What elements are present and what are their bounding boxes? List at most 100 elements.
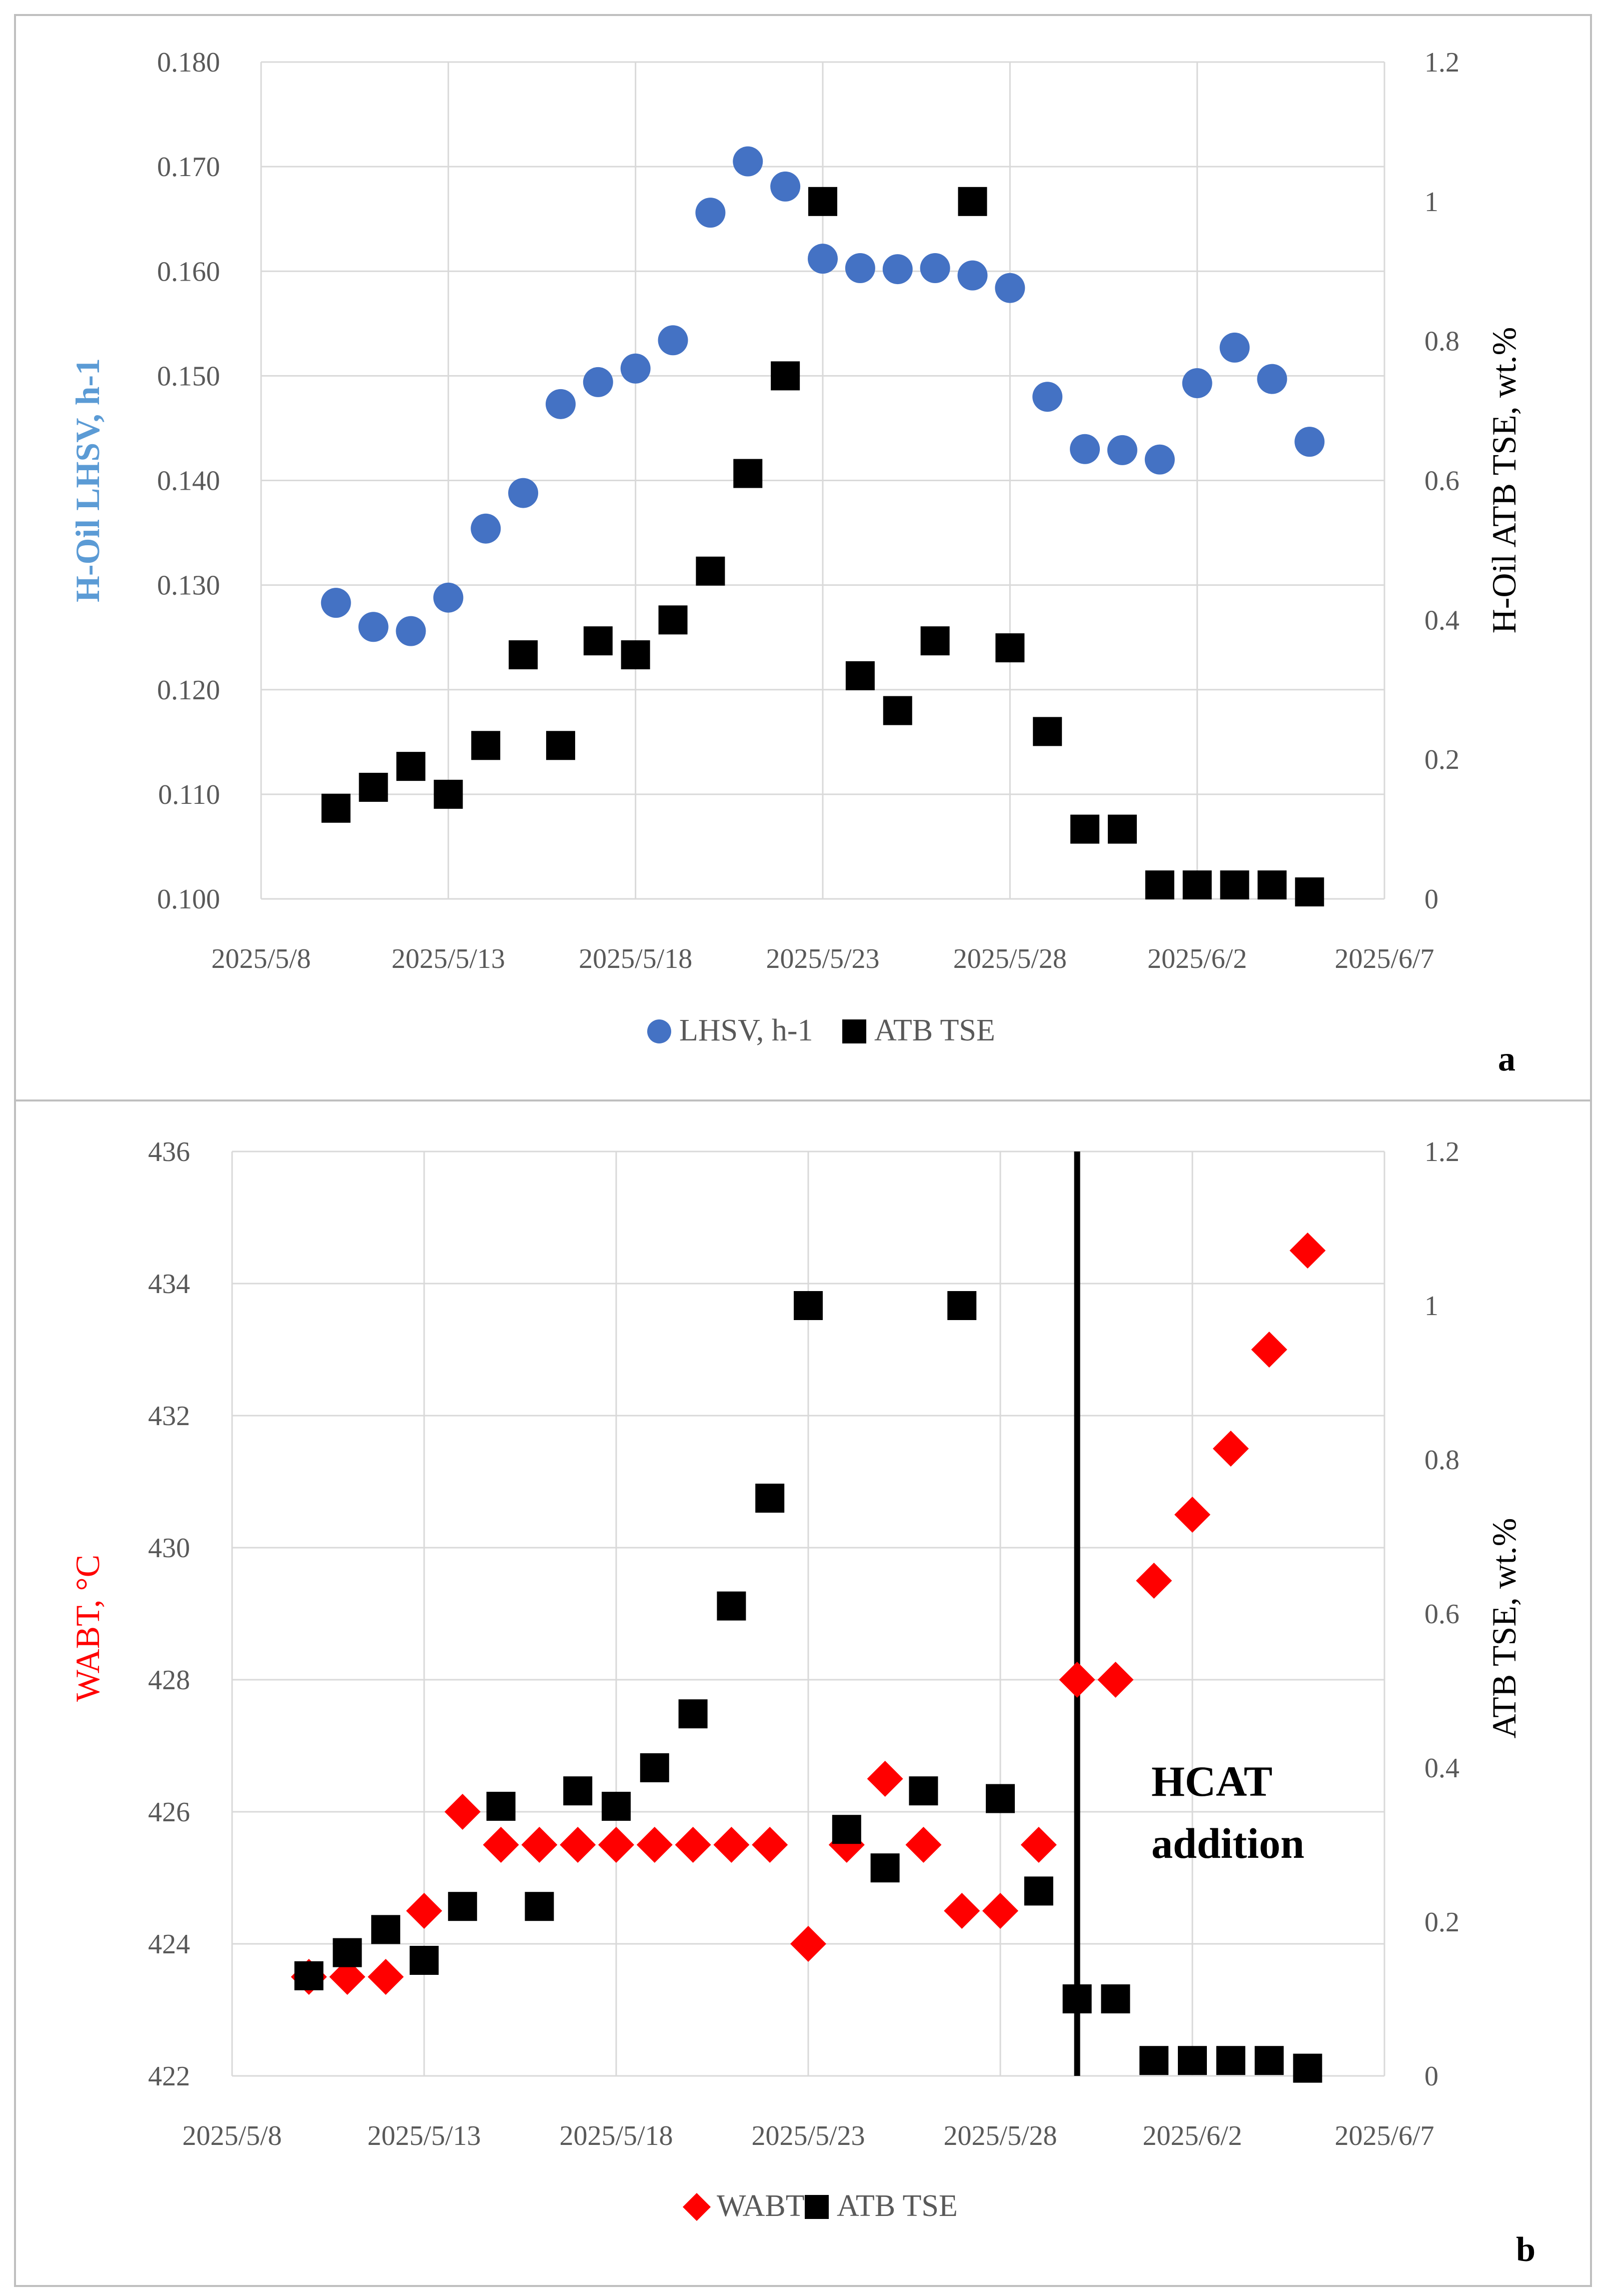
data-point bbox=[483, 1827, 519, 1863]
data-point bbox=[755, 1484, 785, 1513]
data-point bbox=[1178, 2046, 1207, 2075]
y-left-tick-label: 428 bbox=[148, 1665, 190, 1696]
x-tick-label: 2025/5/13 bbox=[367, 2120, 481, 2151]
series-lhsv-h-1 bbox=[321, 146, 1325, 646]
data-point bbox=[583, 626, 613, 656]
series-atb-tse bbox=[294, 1291, 1322, 2083]
data-point bbox=[1107, 435, 1137, 465]
data-point bbox=[333, 1938, 362, 1967]
data-point bbox=[944, 1893, 980, 1929]
data-point bbox=[486, 1792, 516, 1821]
data-point bbox=[1136, 1563, 1172, 1599]
data-point bbox=[371, 1915, 401, 1944]
y-right-tick-label: 0.6 bbox=[1424, 466, 1459, 497]
legend-marker bbox=[805, 2195, 829, 2219]
legend-label: LHSV, h-1 bbox=[679, 1013, 813, 1047]
data-point bbox=[882, 254, 913, 285]
data-point bbox=[406, 1893, 442, 1929]
data-point bbox=[1139, 2046, 1169, 2075]
y-left-tick-label: 424 bbox=[148, 1929, 190, 1960]
data-point bbox=[1174, 1497, 1210, 1533]
data-point bbox=[1107, 814, 1137, 844]
data-point bbox=[1293, 2053, 1322, 2083]
data-point bbox=[560, 1827, 596, 1863]
data-point bbox=[640, 1753, 669, 1782]
x-tick-label: 2025/5/13 bbox=[392, 943, 505, 974]
y-left-tick-label: 0.160 bbox=[157, 256, 220, 287]
legend-label: ATB TSE bbox=[874, 1013, 995, 1047]
y-left-tick-label: 430 bbox=[148, 1533, 190, 1564]
legend-marker bbox=[842, 1019, 866, 1043]
data-point bbox=[448, 1892, 477, 1921]
data-point bbox=[905, 1827, 942, 1863]
series-atb-tse bbox=[321, 187, 1324, 907]
panel-frame-b bbox=[14, 1099, 1592, 2287]
data-point bbox=[545, 389, 576, 419]
legend-label: ATB TSE bbox=[837, 2189, 958, 2223]
data-point bbox=[1294, 427, 1325, 457]
data-point bbox=[675, 1827, 711, 1863]
data-point bbox=[870, 1853, 900, 1883]
series-wabt bbox=[291, 1233, 1326, 1995]
data-point bbox=[920, 253, 950, 283]
data-point bbox=[957, 260, 988, 291]
data-point bbox=[583, 367, 613, 397]
data-point bbox=[695, 198, 726, 228]
data-point bbox=[1182, 870, 1212, 900]
data-point bbox=[525, 1892, 554, 1921]
y-left-tick-label: 0.120 bbox=[157, 675, 220, 706]
data-point bbox=[396, 616, 426, 646]
data-point bbox=[1182, 368, 1212, 399]
panel-label: b bbox=[1516, 2230, 1535, 2269]
data-point bbox=[321, 588, 351, 618]
y-left-tick-label: 0.150 bbox=[157, 361, 220, 392]
data-point bbox=[658, 605, 688, 635]
x-tick-label: 2025/6/2 bbox=[1147, 943, 1247, 974]
data-point bbox=[358, 612, 389, 642]
data-point bbox=[1289, 1233, 1326, 1269]
x-tick-label: 2025/5/18 bbox=[559, 2120, 673, 2151]
y-right-axis-title: ATB TSE, wt.% bbox=[1485, 1518, 1523, 1739]
legend-label: WABT bbox=[717, 2189, 805, 2223]
data-point bbox=[771, 361, 800, 391]
y-right-tick-label: 1 bbox=[1424, 1291, 1438, 1322]
data-point bbox=[883, 696, 912, 725]
data-point bbox=[808, 244, 838, 274]
data-point bbox=[1219, 332, 1250, 363]
legend-marker bbox=[683, 2193, 711, 2221]
data-point bbox=[1101, 1984, 1130, 2013]
y-left-tick-label: 426 bbox=[148, 1797, 190, 1828]
data-point bbox=[396, 752, 426, 781]
data-point bbox=[982, 1893, 1018, 1929]
y-left-tick-label: 436 bbox=[148, 1136, 190, 1168]
data-point bbox=[1070, 814, 1100, 844]
data-point bbox=[471, 731, 501, 760]
data-point bbox=[434, 779, 463, 809]
data-point bbox=[621, 640, 650, 670]
y-left-tick-label: 432 bbox=[148, 1401, 190, 1432]
y-left-tick-label: 422 bbox=[148, 2061, 190, 2092]
y-right-tick-label: 1.2 bbox=[1424, 47, 1459, 78]
data-point bbox=[602, 1792, 631, 1821]
data-point bbox=[546, 731, 575, 760]
data-point bbox=[958, 187, 987, 216]
y-right-tick-label: 0 bbox=[1424, 884, 1438, 915]
data-point bbox=[410, 1946, 439, 1975]
y-right-axis-title: H-Oil ATB TSE, wt.% bbox=[1485, 327, 1523, 634]
data-point bbox=[794, 1291, 823, 1320]
hcat-annotation-text: HCAT bbox=[1151, 1757, 1272, 1805]
y-right-tick-label: 1.2 bbox=[1424, 1136, 1459, 1168]
legend: WABT ATB TSE bbox=[683, 2189, 958, 2223]
data-point bbox=[790, 1926, 826, 1962]
data-point bbox=[947, 1291, 977, 1320]
data-point bbox=[1070, 434, 1100, 464]
data-point bbox=[509, 640, 538, 670]
data-point bbox=[1257, 364, 1287, 394]
data-point bbox=[1020, 1827, 1057, 1863]
data-point bbox=[867, 1761, 903, 1797]
y-left-tick-label: 0.110 bbox=[158, 779, 220, 810]
data-point bbox=[1032, 382, 1063, 412]
x-tick-label: 2025/5/8 bbox=[182, 2120, 282, 2151]
x-tick-label: 2025/6/7 bbox=[1334, 943, 1434, 974]
